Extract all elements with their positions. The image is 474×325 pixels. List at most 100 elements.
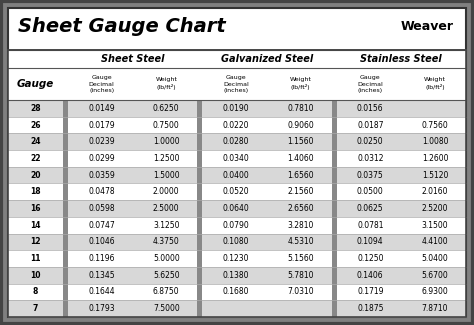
Text: Gauge
Decimal
(inches): Gauge Decimal (inches) bbox=[357, 75, 383, 93]
Bar bbox=[202, 133, 332, 150]
Text: 7: 7 bbox=[33, 304, 38, 313]
Text: 2.6560: 2.6560 bbox=[287, 204, 314, 213]
Text: 0.1250: 0.1250 bbox=[357, 254, 383, 263]
Text: 4.4100: 4.4100 bbox=[422, 237, 448, 246]
Text: 1.2600: 1.2600 bbox=[422, 154, 448, 163]
Text: 0.1046: 0.1046 bbox=[88, 237, 115, 246]
Text: 2.5200: 2.5200 bbox=[422, 204, 448, 213]
Text: 5.1560: 5.1560 bbox=[287, 254, 314, 263]
Bar bbox=[202, 267, 332, 284]
Text: Weight
(lb/ft²): Weight (lb/ft²) bbox=[424, 77, 446, 90]
Bar bbox=[68, 100, 197, 117]
Text: 0.1875: 0.1875 bbox=[357, 304, 383, 313]
Bar bbox=[337, 183, 466, 200]
Bar bbox=[337, 200, 466, 217]
Text: 0.0340: 0.0340 bbox=[223, 154, 249, 163]
Text: 5.6700: 5.6700 bbox=[421, 271, 448, 280]
Bar bbox=[202, 300, 332, 317]
Text: 0.0640: 0.0640 bbox=[223, 204, 249, 213]
Bar bbox=[8, 50, 466, 317]
Text: 0.0625: 0.0625 bbox=[357, 204, 383, 213]
Text: 11: 11 bbox=[30, 254, 41, 263]
Text: Galvanized Steel: Galvanized Steel bbox=[221, 54, 313, 64]
Text: 0.1793: 0.1793 bbox=[88, 304, 115, 313]
Text: 24: 24 bbox=[30, 137, 41, 146]
Text: 0.7500: 0.7500 bbox=[153, 121, 180, 130]
Bar bbox=[8, 300, 63, 317]
Bar bbox=[8, 68, 466, 100]
Text: 5.7810: 5.7810 bbox=[287, 271, 314, 280]
Bar bbox=[8, 133, 63, 150]
Bar bbox=[68, 234, 197, 250]
Text: 0.1080: 0.1080 bbox=[223, 237, 249, 246]
Text: 7.0310: 7.0310 bbox=[287, 287, 314, 296]
Text: 1.1560: 1.1560 bbox=[287, 137, 314, 146]
Text: 1.6560: 1.6560 bbox=[287, 171, 314, 180]
Bar bbox=[337, 133, 466, 150]
Bar bbox=[68, 133, 197, 150]
Text: 0.0250: 0.0250 bbox=[357, 137, 383, 146]
Text: 2.0000: 2.0000 bbox=[153, 187, 180, 196]
Bar bbox=[63, 50, 68, 317]
Bar bbox=[202, 234, 332, 250]
Text: 3.2810: 3.2810 bbox=[287, 221, 314, 230]
Bar bbox=[202, 117, 332, 133]
Text: 0.1380: 0.1380 bbox=[223, 271, 249, 280]
Text: 0.0156: 0.0156 bbox=[357, 104, 383, 113]
Text: 2.5000: 2.5000 bbox=[153, 204, 180, 213]
Bar bbox=[68, 250, 197, 267]
Text: 0.0179: 0.0179 bbox=[88, 121, 115, 130]
Bar bbox=[8, 284, 63, 300]
Text: 6.9300: 6.9300 bbox=[421, 287, 448, 296]
Text: 0.0375: 0.0375 bbox=[357, 171, 383, 180]
Bar bbox=[202, 217, 332, 234]
Bar bbox=[202, 100, 332, 117]
Text: 2.1560: 2.1560 bbox=[287, 187, 314, 196]
Text: 1.4060: 1.4060 bbox=[287, 154, 314, 163]
Bar bbox=[68, 200, 197, 217]
Text: 8: 8 bbox=[33, 287, 38, 296]
Text: 0.0500: 0.0500 bbox=[357, 187, 383, 196]
Text: 0.1196: 0.1196 bbox=[88, 254, 115, 263]
Text: Weaver: Weaver bbox=[401, 20, 454, 33]
Text: 1.0000: 1.0000 bbox=[153, 137, 180, 146]
Text: 3.1500: 3.1500 bbox=[422, 221, 448, 230]
Bar bbox=[8, 250, 63, 267]
Text: 0.1345: 0.1345 bbox=[88, 271, 115, 280]
Bar bbox=[68, 167, 197, 183]
Bar bbox=[197, 50, 202, 317]
Text: 1.5000: 1.5000 bbox=[153, 171, 180, 180]
Text: 22: 22 bbox=[30, 154, 41, 163]
Text: 0.0478: 0.0478 bbox=[88, 187, 115, 196]
Bar bbox=[68, 217, 197, 234]
Text: 0.1680: 0.1680 bbox=[223, 287, 249, 296]
Text: 0.7560: 0.7560 bbox=[421, 121, 448, 130]
Bar bbox=[202, 200, 332, 217]
Text: 28: 28 bbox=[30, 104, 41, 113]
Text: 2.0160: 2.0160 bbox=[422, 187, 448, 196]
Text: 0.0747: 0.0747 bbox=[88, 221, 115, 230]
Bar bbox=[8, 217, 63, 234]
Bar bbox=[202, 150, 332, 167]
Text: 10: 10 bbox=[30, 271, 41, 280]
Bar bbox=[337, 150, 466, 167]
Bar bbox=[8, 100, 63, 117]
Text: 0.1230: 0.1230 bbox=[223, 254, 249, 263]
Bar bbox=[337, 284, 466, 300]
Bar bbox=[8, 167, 63, 183]
Text: 7.5000: 7.5000 bbox=[153, 304, 180, 313]
Text: 0.0790: 0.0790 bbox=[223, 221, 249, 230]
Bar bbox=[337, 167, 466, 183]
Bar bbox=[8, 267, 63, 284]
Text: 12: 12 bbox=[30, 237, 41, 246]
Bar bbox=[8, 50, 466, 68]
Text: 4.5310: 4.5310 bbox=[287, 237, 314, 246]
Bar bbox=[337, 100, 466, 117]
Bar bbox=[337, 267, 466, 284]
Text: 5.0000: 5.0000 bbox=[153, 254, 180, 263]
Text: 3.1250: 3.1250 bbox=[153, 221, 180, 230]
Bar bbox=[8, 117, 63, 133]
Bar bbox=[68, 150, 197, 167]
Text: Weight
(lb/ft²): Weight (lb/ft²) bbox=[290, 77, 311, 90]
Text: 16: 16 bbox=[30, 204, 41, 213]
